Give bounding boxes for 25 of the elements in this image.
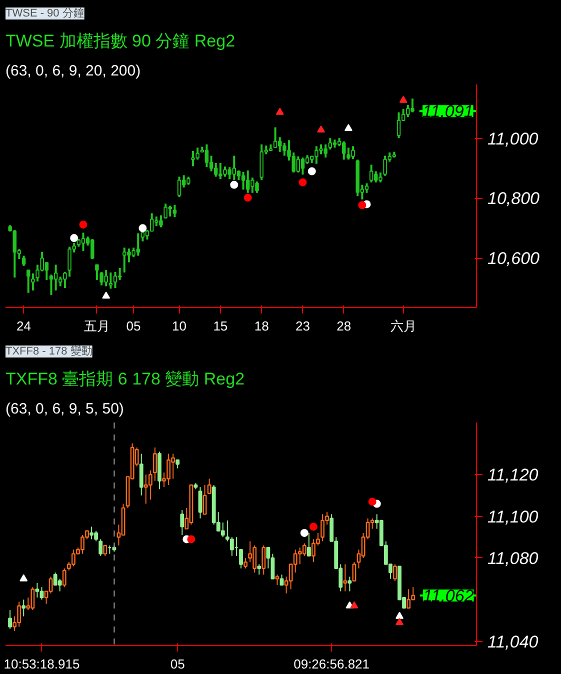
x-tick-label: 09:26:56.821 [294,656,370,672]
text: TWSE - 90 分鐘 [6,8,84,20]
chart-title: TXFF8 臺指期 6 178 變動 Reg2 [6,370,245,388]
x-tick-label: 28 [336,318,352,334]
chart-subtitle: (63, 0, 6, 9, 20, 200) [6,62,141,80]
y-tick-label: 10,600 [488,249,540,268]
x-tick-label: 23 [296,318,310,334]
y-tick-label: 10,800 [488,189,540,208]
x-tick-label: 24 [16,318,32,334]
x-tick-label: 五月 [84,318,110,334]
y-tick-label: 11,000 [488,129,539,148]
x-tick-label: 10:53:18.915 [4,656,80,672]
y-tick-label: 11,120 [488,466,539,485]
x-tick-label: 18 [254,318,269,334]
text: TXFF8 - 178 變動 [6,344,92,358]
y-tick-label: 11,040 [488,632,539,652]
x-tick-label: 05 [170,656,185,672]
x-tick-label: 15 [213,318,228,334]
y-tick-label: 11,080 [488,548,539,568]
chart-subtitle: (63, 0, 6, 9, 5, 50) [6,400,124,418]
chart-title: TWSE 加權指數 90 分鐘 Reg2 [6,32,236,50]
x-tick-label: 05 [126,318,141,334]
x-tick-label: 10 [172,318,187,334]
y-tick-label: 11,100 [488,507,539,526]
x-tick-label: 六月 [390,318,416,334]
